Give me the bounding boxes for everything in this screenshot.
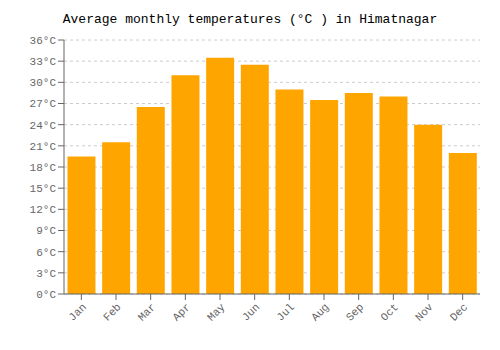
svg-text:Dec: Dec (448, 301, 470, 323)
svg-text:27°C: 27°C (30, 98, 57, 110)
svg-text:30°C: 30°C (30, 77, 57, 89)
svg-text:33°C: 33°C (30, 56, 57, 68)
svg-text:3°C: 3°C (36, 268, 56, 280)
svg-text:15°C: 15°C (30, 183, 57, 195)
html-text:Average monthly temperatures (: Average monthly temperatures (°C ) in Hi… (62, 12, 438, 27)
svg-text:9°C: 9°C (36, 225, 56, 237)
svg-text:Sep: Sep (344, 301, 366, 323)
svg-text:36°C: 36°C (30, 35, 57, 47)
svg-text:Jun: Jun (240, 301, 262, 323)
svg-text:18°C: 18°C (30, 162, 57, 174)
svg-text:May: May (205, 301, 228, 324)
svg-text:Apr: Apr (170, 301, 192, 323)
svg-text:21°C: 21°C (30, 141, 57, 153)
svg-text:Aug: Aug (309, 301, 331, 323)
svg-text:Nov: Nov (413, 301, 436, 324)
svg-text:Jan: Jan (66, 301, 88, 323)
svg-text:Feb: Feb (101, 301, 123, 323)
svg-text:Oct: Oct (378, 301, 400, 323)
svg-text:6°C: 6°C (36, 247, 56, 259)
svg-text:Mar: Mar (136, 301, 158, 323)
svg-text:0°C: 0°C (36, 289, 56, 301)
svg-text:Jul: Jul (274, 301, 296, 323)
svg-text:24°C: 24°C (30, 120, 57, 132)
svg-text:12°C: 12°C (30, 204, 57, 216)
